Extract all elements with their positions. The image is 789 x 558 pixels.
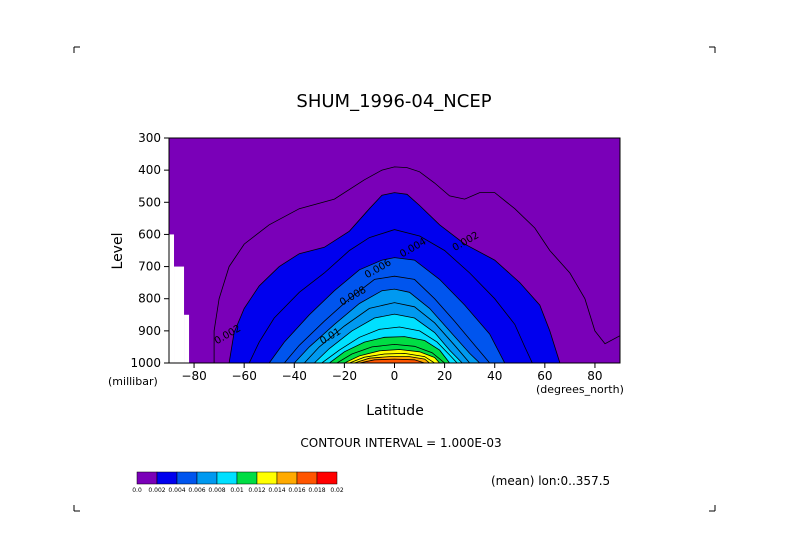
x-tick-label: −60 bbox=[232, 369, 257, 383]
mask-gap-1 bbox=[169, 234, 175, 363]
x-tick-label: 60 bbox=[537, 369, 552, 383]
colorbar-swatch-3 bbox=[196, 471, 218, 485]
y-axis-unit: (millibar) bbox=[108, 375, 158, 388]
contour-fill-13 bbox=[359, 358, 425, 363]
colorbar-swatch-8 bbox=[296, 471, 318, 485]
x-tick-label: 20 bbox=[437, 369, 452, 383]
colorbar-swatch-1 bbox=[156, 471, 178, 485]
colorbar-swatch-2 bbox=[176, 471, 198, 485]
crop-mark-bottom-right bbox=[709, 505, 716, 512]
x-tick-label: 80 bbox=[587, 369, 602, 383]
colorbar-tick-label: 0.008 bbox=[208, 487, 225, 494]
x-tick-label: −20 bbox=[332, 369, 357, 383]
y-tick-label: 800 bbox=[138, 292, 161, 306]
x-axis: −80 −60 −40 −20 0 20 40 60 80 bbox=[181, 363, 603, 383]
colorbar-tick-label: 0.02 bbox=[330, 487, 344, 494]
y-tick-label: 400 bbox=[138, 163, 161, 177]
contour-line-0 bbox=[213, 166, 620, 363]
colorbar-swatch-5 bbox=[236, 471, 258, 485]
colorbar-tick-label: 0.01 bbox=[230, 487, 244, 494]
y-tick-label: 600 bbox=[138, 227, 161, 241]
x-tick-label: 0 bbox=[391, 369, 399, 383]
crop-mark-top-left bbox=[73, 46, 80, 53]
x-axis-label: Latitude bbox=[366, 403, 424, 419]
crop-marks bbox=[73, 46, 716, 512]
colorbar-swatch-6 bbox=[256, 471, 278, 485]
x-tick-label: −80 bbox=[181, 369, 206, 383]
colorbar-tick-label: 0.006 bbox=[188, 487, 205, 494]
colorbar-tick-label: 0.004 bbox=[168, 487, 185, 494]
crop-mark-top-right bbox=[709, 46, 716, 53]
y-axis: 300 400 500 600 700 800 900 1000 bbox=[130, 131, 169, 370]
y-tick-label: 300 bbox=[138, 131, 161, 145]
chart-title: SHUM_1996-04_NCEP bbox=[296, 91, 491, 112]
crop-mark-bottom-left bbox=[73, 505, 80, 512]
mask-gap-3 bbox=[184, 314, 190, 363]
contour-interval-text: CONTOUR INTERVAL = 1.000E-03 bbox=[300, 436, 501, 450]
colorbar-swatch-0 bbox=[136, 471, 158, 485]
colorbar-swatch-4 bbox=[216, 471, 238, 485]
colorbar-tick-label: 0.014 bbox=[268, 487, 285, 494]
y-axis-label: Level bbox=[110, 233, 126, 270]
colorbar-tick-label: 0.016 bbox=[288, 487, 305, 494]
x-tick-label: 40 bbox=[487, 369, 502, 383]
y-tick-label: 700 bbox=[138, 260, 161, 274]
y-tick-label: 500 bbox=[138, 195, 161, 209]
plot-area bbox=[169, 138, 620, 363]
colorbar: 0.0 0.002 0.004 0.006 0.008 0.01 0.012 0.014 0.0… bbox=[132, 471, 344, 494]
mask-gap-2 bbox=[174, 266, 185, 363]
colorbar-tick-label: 0.002 bbox=[148, 487, 165, 494]
colorbar-tick-label: 0.012 bbox=[248, 487, 265, 494]
colorbar-swatch-9 bbox=[316, 471, 338, 485]
y-tick-label: 900 bbox=[138, 324, 161, 338]
y-tick-label: 1000 bbox=[130, 356, 161, 370]
x-axis-unit: (degrees_north) bbox=[536, 383, 624, 396]
x-tick-label: −40 bbox=[282, 369, 307, 383]
mean-note: (mean) lon:0..357.5 bbox=[491, 474, 610, 488]
colorbar-swatch-7 bbox=[276, 471, 298, 485]
colorbar-tick-label: 0.018 bbox=[308, 487, 325, 494]
colorbar-tick-label: 0.0 bbox=[132, 487, 142, 494]
